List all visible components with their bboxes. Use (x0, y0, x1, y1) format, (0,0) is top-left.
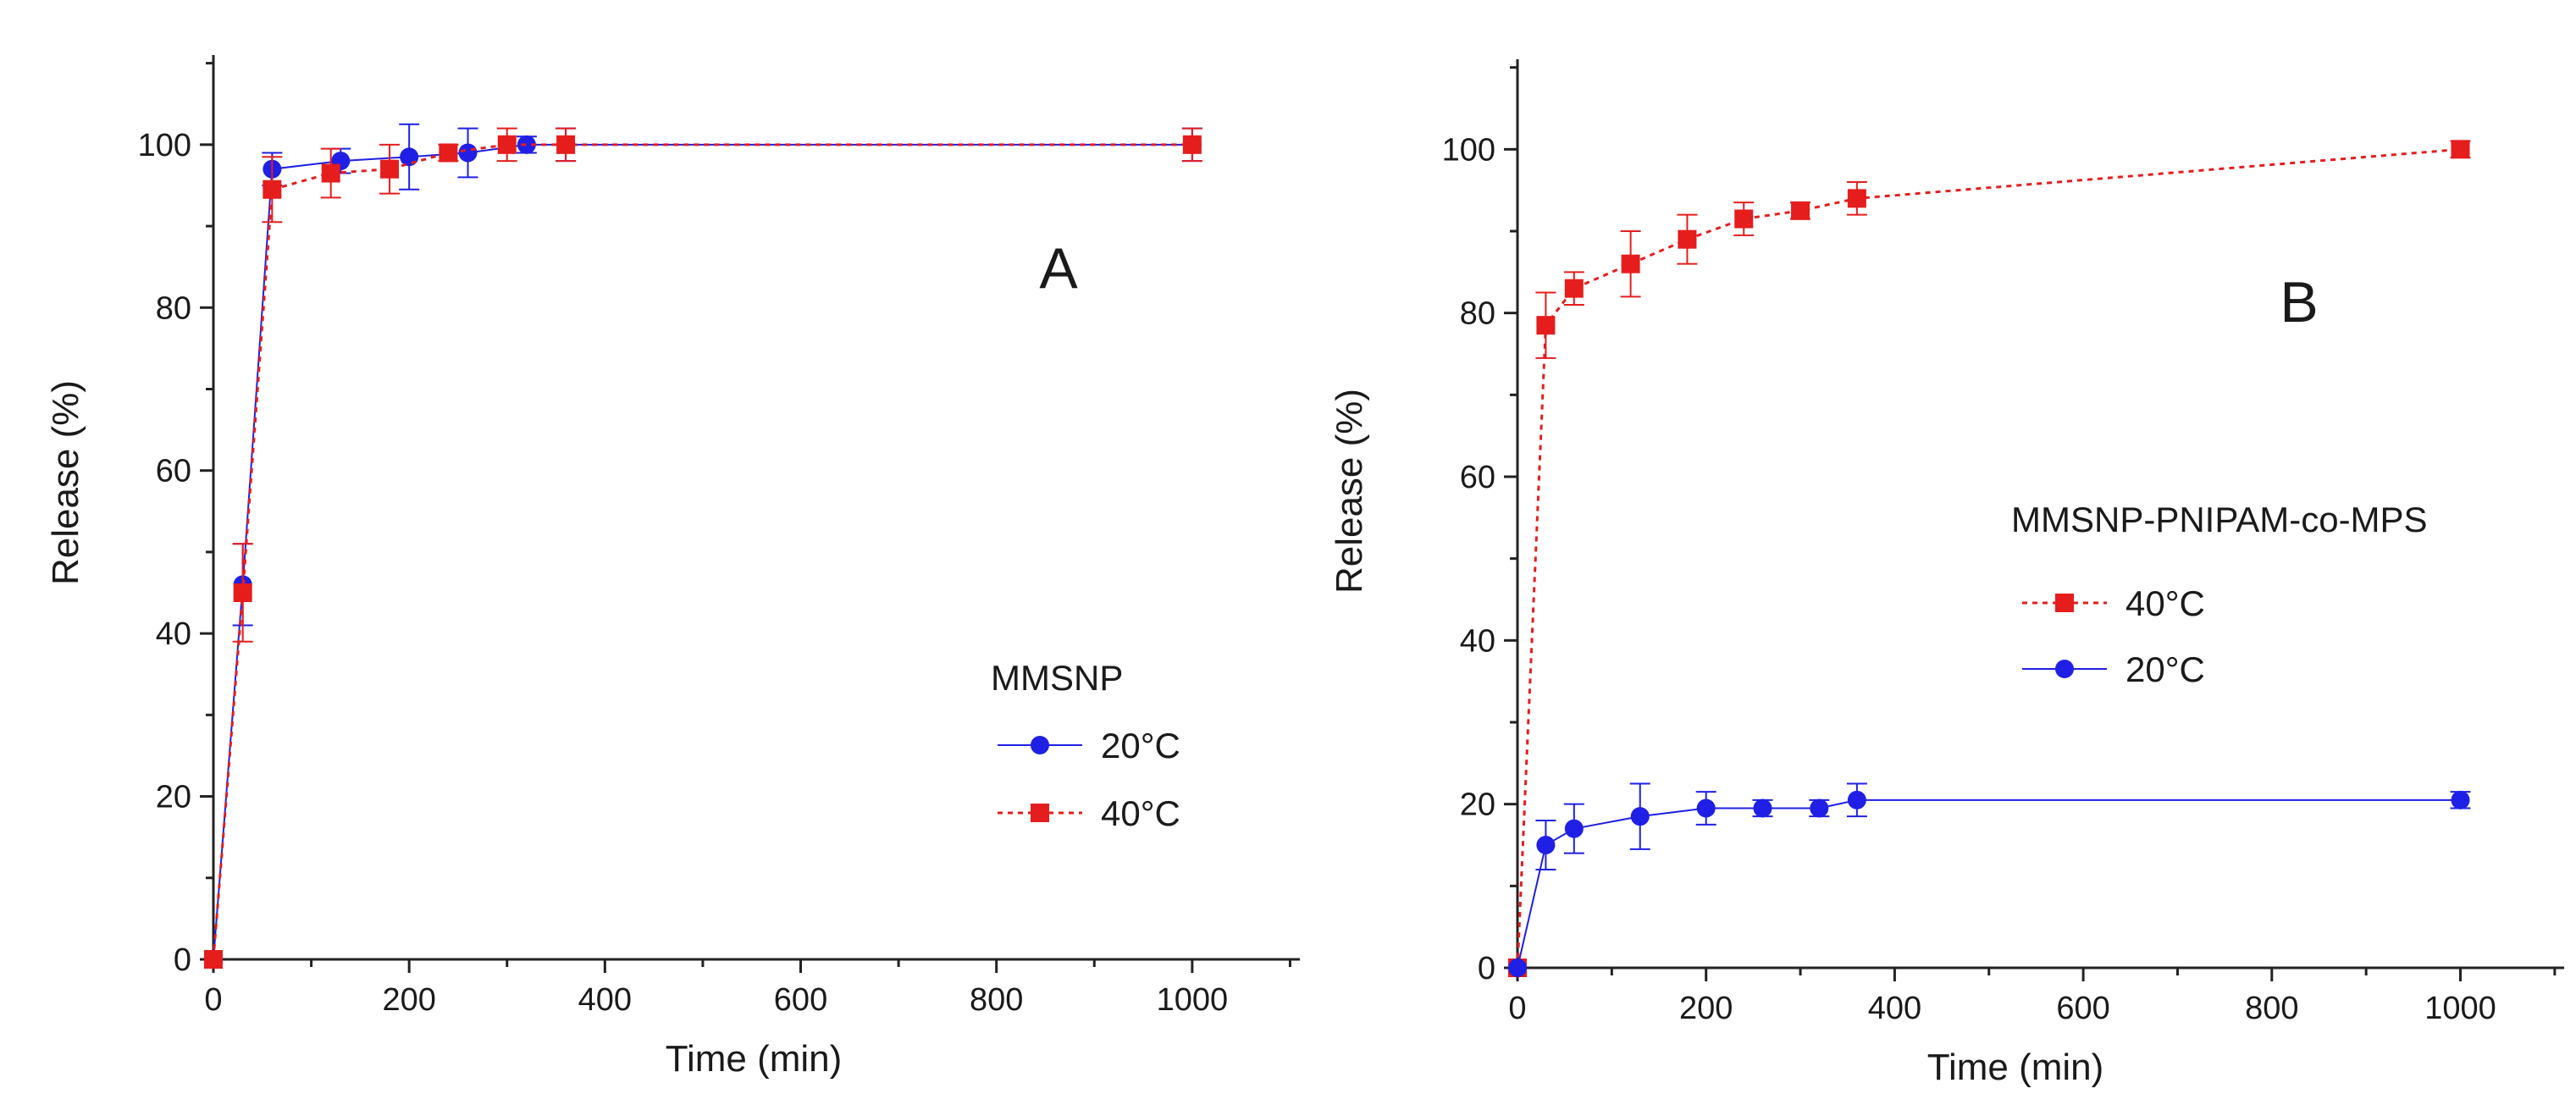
data-point-b-20c (1508, 959, 1527, 977)
panel-label-a: A (1039, 236, 1078, 301)
x-axis-title-b: Time (min) (1927, 1047, 2104, 1088)
data-point-b-40c (1678, 229, 1697, 249)
series-b-40c (1508, 140, 2471, 977)
legend-label-a-40c: 40°C (1101, 793, 1180, 833)
legend-b: MMSNP-PNIPAM-co-MPS 40°C 20°C (2011, 500, 2428, 689)
data-point-b-40c (1536, 316, 1556, 335)
x-tick-label-b: 200 (1679, 991, 1733, 1026)
data-point-a-40c (380, 159, 400, 179)
legend-entry-b-20c: 20°C (2022, 649, 2205, 689)
data-point-b-20c (1847, 790, 1866, 809)
data-point-a-20c (517, 135, 536, 154)
y-tick-label-a: 20 (156, 780, 191, 815)
y-tick-label-b: 40 (1460, 623, 1495, 659)
y-tick-label-b: 60 (1460, 460, 1495, 495)
legend-marker-b-40c (2055, 594, 2074, 612)
chart-panel-a: 0 200 400 600 800 1000 0 20 40 60 80 100 Release (%… (45, 55, 1300, 1080)
series-line-a-40c (212, 143, 1192, 960)
series-a-40c (204, 127, 1202, 969)
x-tick-label-b: 1000 (2424, 991, 2496, 1026)
data-point-b-40c (1564, 279, 1584, 298)
data-point-a-40c (439, 143, 458, 163)
y-tick-label-a: 60 (156, 454, 191, 489)
panel-label-b: B (2280, 270, 2318, 334)
data-point-b-40c (1847, 189, 1866, 208)
data-point-b-20c (1810, 798, 1829, 818)
legend-marker-a-40c (1031, 804, 1049, 822)
data-point-b-20c (1630, 807, 1650, 826)
data-point-b-20c (1536, 836, 1556, 854)
legend-label-b-20c: 20°C (2125, 649, 2205, 689)
legend-title-b: MMSNP-PNIPAM-co-MPS (2011, 500, 2428, 539)
data-point-a-40c (233, 583, 252, 603)
x-tick-label-a: 200 (382, 982, 435, 1018)
data-point-b-40c (1791, 201, 1810, 220)
legend-marker-a-20c (1031, 736, 1049, 754)
y-tick-label-b: 20 (1460, 787, 1495, 823)
x-tick-label-b: 800 (2245, 991, 2298, 1026)
y-tick-label-b: 100 (1442, 132, 1495, 168)
series-line-b-40c (1516, 147, 2461, 969)
x-tick-label-a: 0 (204, 982, 222, 1018)
legend-a: MMSNP 20°C 40°C (991, 658, 1180, 833)
data-point-b-20c (2451, 790, 2470, 809)
legend-title-a: MMSNP (991, 658, 1123, 698)
data-point-a-40c (204, 950, 223, 969)
data-point-b-40c (2451, 140, 2470, 159)
data-point-b-20c (1564, 819, 1584, 838)
y-tick-label-a: 100 (138, 128, 191, 163)
y-tick-label-a: 80 (156, 290, 191, 326)
x-axis-title-a: Time (min) (666, 1038, 843, 1080)
y-axis-title-a: Release (%) (45, 380, 86, 585)
chart-panel-b: 0 200 400 600 800 1000 0 20 40 60 80 100 Release (%… (1329, 59, 2564, 1088)
y-tick-label-b: 0 (1478, 951, 1495, 986)
legend-entry-a-20c: 20°C (998, 726, 1180, 765)
data-point-b-40c (1621, 254, 1640, 273)
y-tick-label-a: 40 (156, 616, 191, 652)
x-tick-label-b: 0 (1508, 991, 1526, 1026)
legend-entry-b-40c: 40°C (2022, 583, 2205, 623)
y-axis-title-b: Release (%) (1329, 389, 1370, 594)
data-point-a-40c (1182, 135, 1202, 154)
data-point-b-20c (1696, 798, 1716, 818)
series-b-20c (1508, 782, 2471, 977)
x-tick-label-a: 800 (970, 982, 1023, 1018)
y-tick-label-b: 80 (1460, 296, 1495, 332)
data-point-a-40c (497, 135, 517, 154)
x-tick-label-b: 400 (1868, 991, 1921, 1026)
legend-entry-a-40c: 40°C (998, 793, 1180, 833)
y-tick-label-a: 0 (174, 942, 191, 978)
legend-marker-b-20c (2055, 660, 2074, 678)
data-point-a-40c (556, 135, 576, 154)
legend-label-b-40c: 40°C (2125, 583, 2205, 623)
x-tick-label-a: 1000 (1157, 982, 1229, 1018)
series-line-b-20c (1517, 798, 2461, 969)
data-point-a-20c (400, 147, 419, 167)
axes-a: 0 200 400 600 800 1000 0 20 40 60 80 100 (138, 55, 1300, 1018)
data-point-b-20c (1753, 798, 1772, 818)
data-point-a-20c (458, 143, 478, 163)
data-point-a-40c (321, 163, 340, 183)
data-point-a-40c (263, 180, 282, 199)
data-point-b-40c (1734, 209, 1754, 229)
x-tick-label-a: 600 (774, 982, 827, 1018)
x-tick-label-b: 600 (2056, 991, 2109, 1026)
x-tick-label-a: 400 (578, 982, 632, 1018)
legend-label-a-20c: 20°C (1101, 726, 1180, 765)
axes-b: 0 200 400 600 800 1000 0 20 40 60 80 100 (1442, 59, 2564, 1026)
